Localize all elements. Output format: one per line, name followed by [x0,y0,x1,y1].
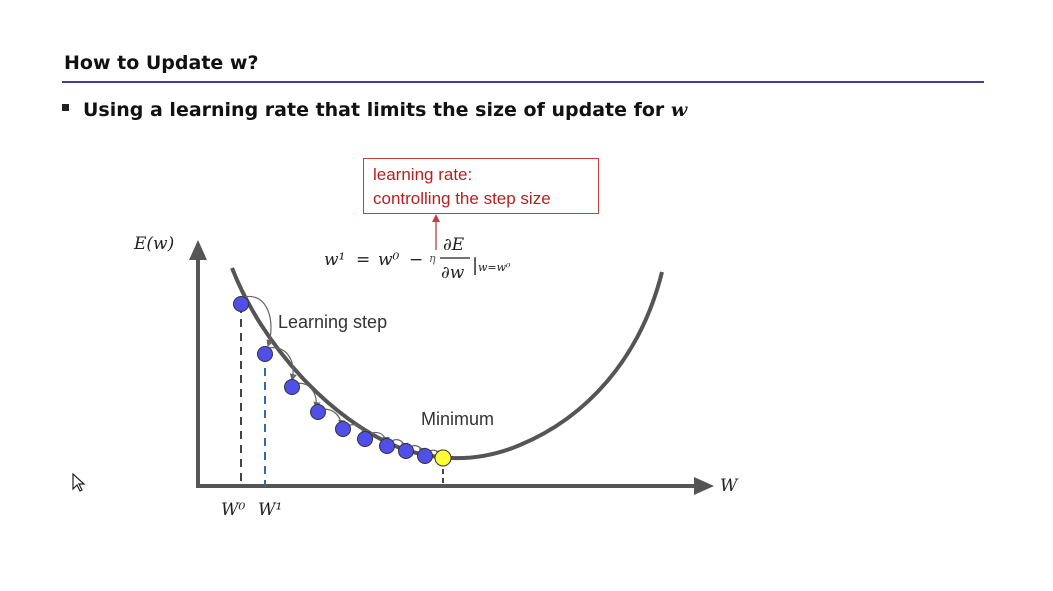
bullet-item: Using a learning rate that limits the si… [62,99,687,121]
formula-eval-at: w=w⁰ [478,261,511,274]
learning-step-label: Learning step [278,312,387,332]
learning-rate-annotation: learning rate: controlling the step size [363,158,599,214]
step-point [335,421,351,437]
x-axis-arrow-icon [694,477,714,495]
annotation-arrow-head [432,214,440,222]
loss-curve [230,267,664,461]
slide-title: How to Update w? [64,52,259,74]
square-bullet-icon [62,104,69,111]
step-point [233,296,249,312]
formula-eval-bar: | [472,255,478,276]
bullet-variable: w [670,99,688,121]
annotation-line-1: learning rate: [373,165,473,184]
mouse-pointer-icon [72,473,86,492]
title-divider [62,81,984,83]
step-point [379,438,395,454]
formula-equals: = [356,250,370,270]
formula-denominator: ∂w [441,263,465,283]
step-point [310,404,326,420]
bullet-text: Using a learning rate that limits the si… [83,99,671,121]
formula-numerator: ∂E [443,235,465,255]
formula-w0: w⁰ [378,250,400,270]
w1-tick-label: W¹ [258,500,282,520]
formula-lhs: w¹ [324,250,345,270]
update-formula: w¹ = w⁰ − η ∂E ∂w | w=w⁰ [324,235,511,283]
minimum-point [434,449,452,467]
annotation-line-2: controlling the step size [373,189,551,208]
y-axis-label: E(w) [133,234,174,254]
y-axis-arrow-icon [189,240,207,260]
step-point [284,379,300,395]
step-points [233,296,433,464]
formula-minus: − [409,250,423,270]
step-point [398,443,414,459]
x-axis-label: W [720,476,739,496]
w0-tick-label: W⁰ [221,500,245,520]
step-point [417,448,433,464]
step-point [257,346,273,362]
step-point [357,431,373,447]
minimum-label: Minimum [421,409,494,429]
formula-eta: η [429,252,436,265]
